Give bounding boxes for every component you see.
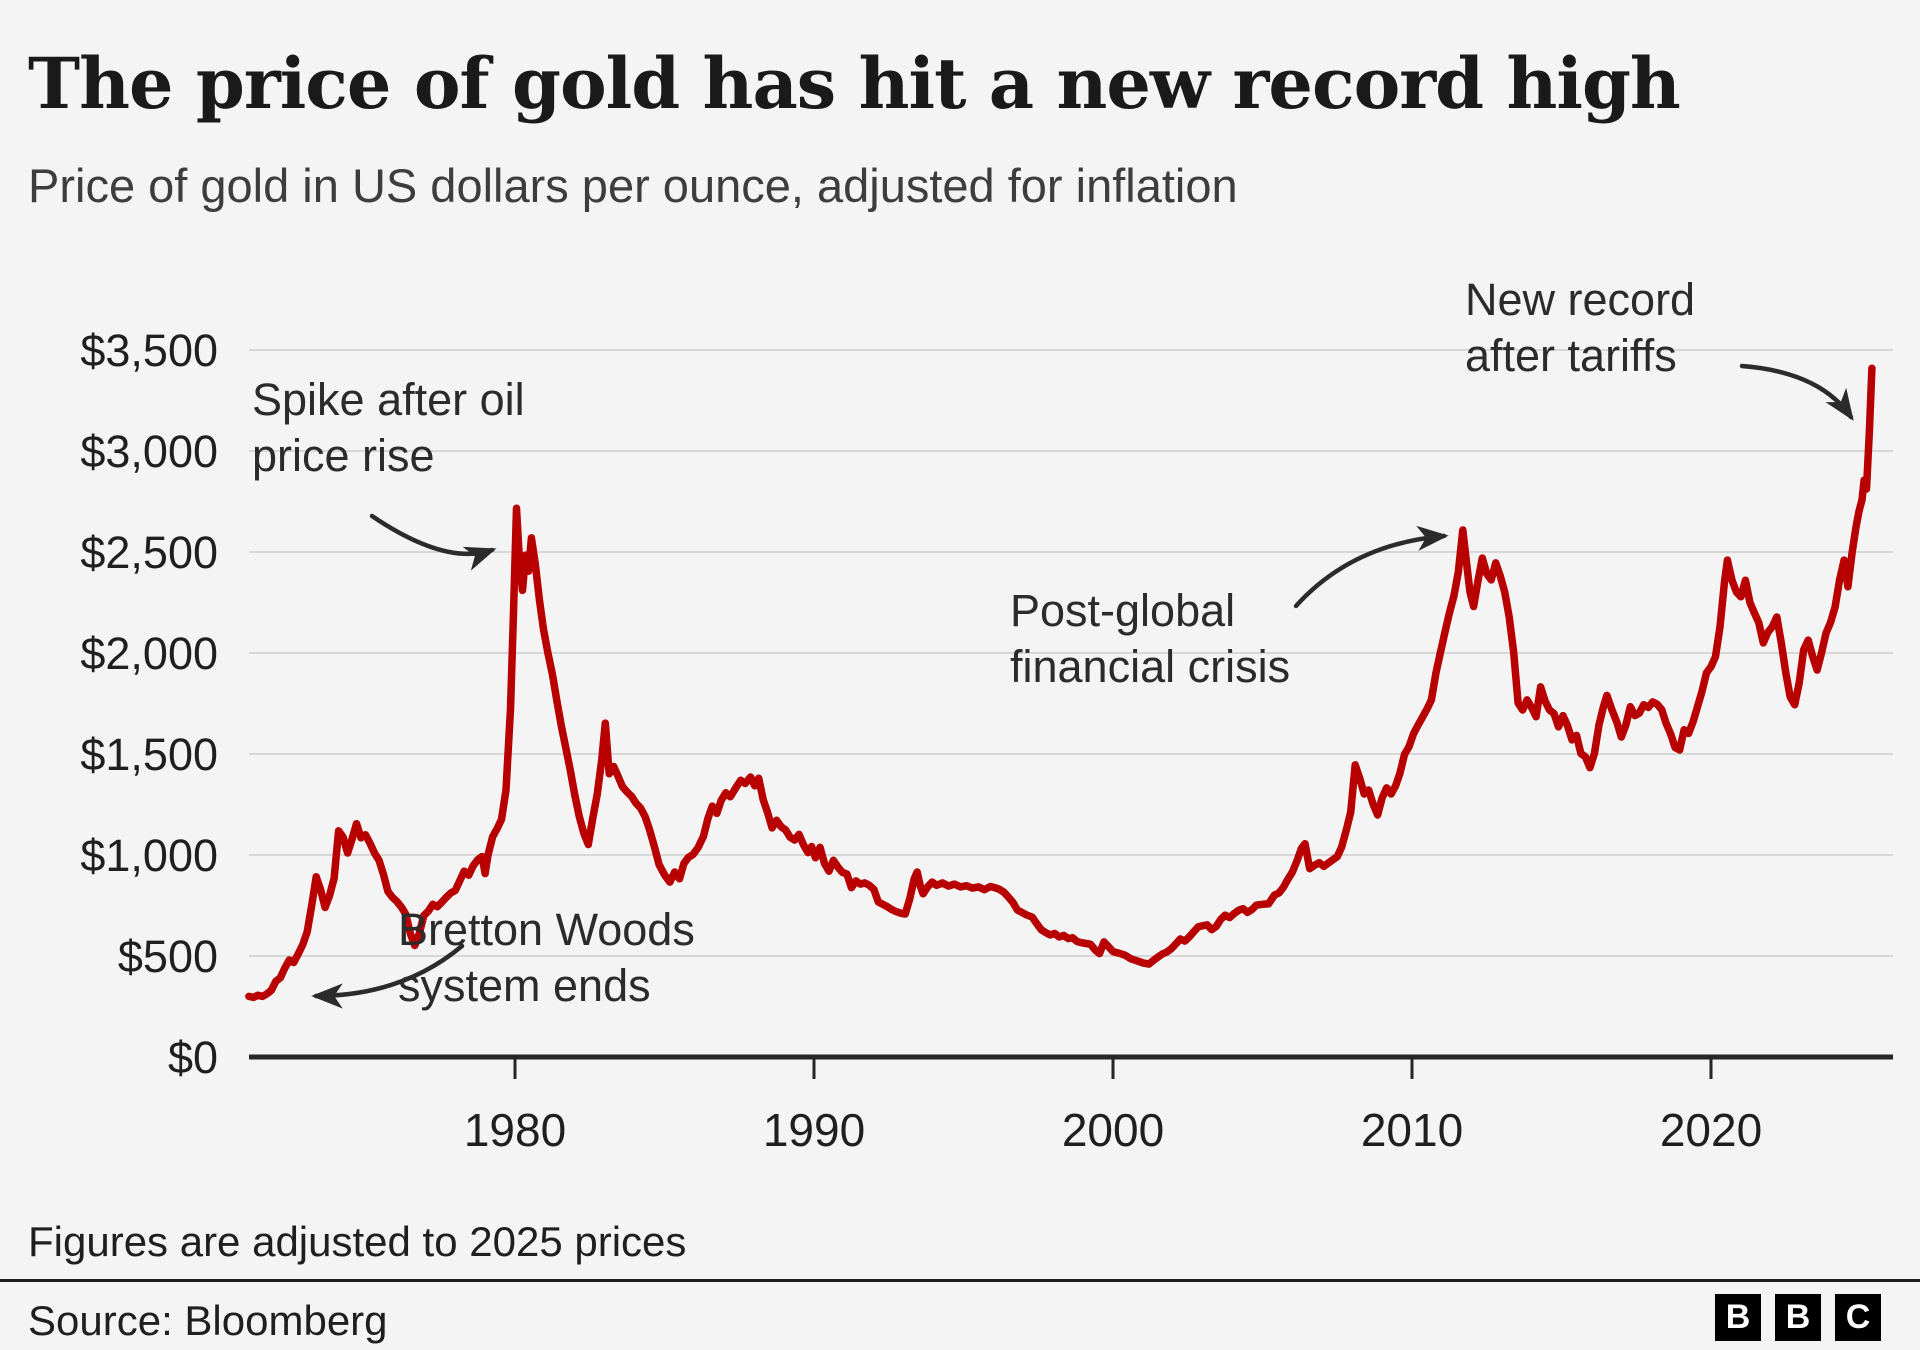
annotation-arrow-3 (1293, 525, 1449, 609)
bbc-logo: B B C (1715, 1294, 1881, 1341)
annotation-line: Post-global (1010, 585, 1236, 636)
gold-price-series (245, 364, 1876, 1002)
y-tick-label-500: $500 (118, 931, 218, 982)
annotation-spike-after-oil: Spike after oil price rise (252, 372, 525, 484)
y-tick-label-2000: $2,000 (80, 628, 218, 679)
source-credit: Source: Bloomberg (28, 1297, 388, 1344)
page-subtitle: Price of gold in US dollars per ounce, a… (28, 159, 1238, 212)
annotation-line: Bretton Woods (398, 904, 695, 955)
x-tick-label-2010: 2010 (1361, 1104, 1463, 1156)
annotation-post-global: Post-global financial crisis (1010, 583, 1290, 695)
annotation-new-record: New record after tariffs (1465, 272, 1695, 384)
annotation-line: Spike after oil (252, 374, 525, 425)
x-tick-label-2000: 2000 (1062, 1104, 1164, 1156)
annotation-arrow-1 (369, 513, 497, 571)
x-axis (249, 1054, 1893, 1079)
price-line (245, 364, 1876, 1002)
y-tick-label-0: $0 (168, 1032, 218, 1083)
x-tick-label-1980: 1980 (464, 1104, 566, 1156)
y-tick-label-3000: $3,000 (80, 426, 218, 477)
page-title: The price of gold has hit a new record h… (28, 42, 1681, 125)
y-tick-label-2500: $2,500 (80, 527, 218, 578)
annotation-line: financial crisis (1010, 641, 1291, 692)
y-tick-label-1500: $1,500 (80, 729, 218, 780)
annotation-line: after tariffs (1465, 330, 1677, 381)
bbc-logo-block-c: C (1835, 1294, 1881, 1341)
annotation-line: price rise (252, 430, 435, 481)
annotation-bretton-woods: Bretton Woods system ends (398, 902, 695, 1014)
y-tick-label-1000: $1,000 (80, 830, 218, 881)
axis-labels: 1980 1990 2000 2010 2020 $0 $500 $1,000 $1,500 $2… (80, 325, 1762, 1156)
annotation-arrow-2 (311, 943, 465, 1009)
chart-footnote: Figures are adjusted to 2025 prices (28, 1218, 687, 1265)
annotation-arrow-4 (1739, 363, 1854, 421)
footer-divider (0, 1279, 1920, 1282)
annotation-line: system ends (398, 960, 651, 1011)
annotation-line: New record (1465, 274, 1696, 325)
x-tick-label-1990: 1990 (763, 1104, 865, 1156)
bbc-logo-block-b2: B (1775, 1294, 1821, 1341)
gold-price-line-chart: 1980 1990 2000 2010 2020 $0 $500 $1,000 $1,500 $2… (80, 325, 1893, 1156)
bbc-logo-block-b1: B (1715, 1294, 1761, 1341)
annotation-arrows (311, 363, 1854, 1009)
y-tick-label-3500: $3,500 (80, 325, 218, 376)
x-tick-label-2020: 2020 (1660, 1104, 1762, 1156)
gridlines (249, 349, 1893, 957)
